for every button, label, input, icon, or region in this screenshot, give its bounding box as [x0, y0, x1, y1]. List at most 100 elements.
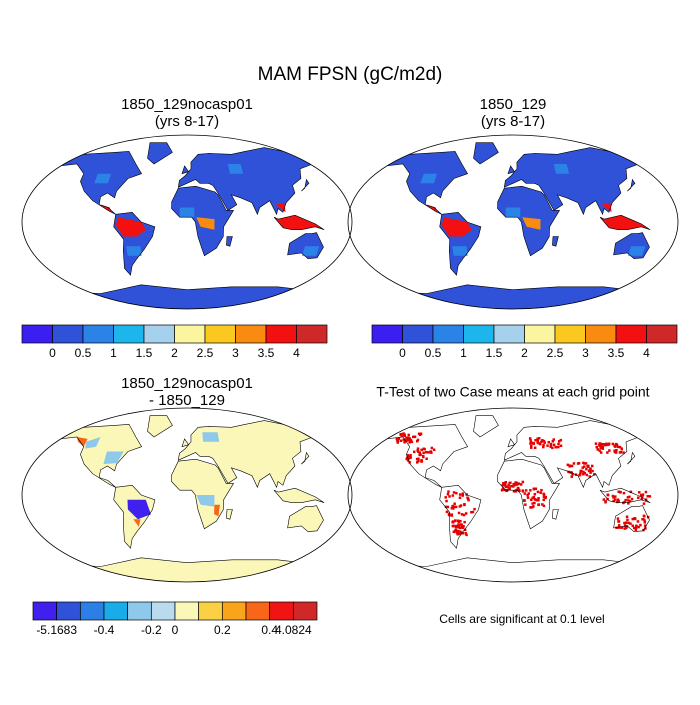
coastline	[226, 236, 233, 247]
significant-cell	[537, 503, 541, 506]
colorbar-label: 0	[172, 623, 179, 637]
significant-cell	[644, 527, 647, 530]
colorbar-box	[646, 324, 678, 344]
land	[55, 284, 319, 309]
significant-cell	[618, 445, 622, 449]
significant-cell	[606, 493, 610, 497]
significant-cell	[598, 449, 601, 452]
significant-cell	[623, 521, 626, 525]
land	[226, 509, 233, 520]
significant-cell	[537, 442, 540, 445]
significant-cell	[600, 444, 604, 447]
colorbar-box	[174, 324, 206, 344]
significant-cell	[540, 488, 543, 492]
significant-cell	[583, 465, 586, 468]
colorbar-label: 3	[232, 346, 239, 360]
significant-cell	[641, 495, 644, 498]
mid-region	[628, 246, 646, 256]
figure-title: MAM FPSN (gC/m2d)	[258, 64, 443, 85]
significant-cell	[459, 520, 462, 523]
coastline	[385, 151, 469, 215]
coastline	[226, 509, 233, 520]
coastline	[287, 505, 324, 533]
colorbar-label: 0.5	[425, 346, 442, 360]
land	[381, 557, 645, 582]
significant-cell	[634, 526, 638, 529]
colorbar-box	[554, 324, 586, 344]
significant-cell	[513, 483, 517, 487]
colorbar-label: 2.5	[547, 346, 564, 360]
significant-cell	[503, 482, 507, 485]
land	[552, 236, 559, 247]
colorbar-box	[174, 601, 200, 621]
significant-cell	[412, 435, 415, 439]
significant-cell	[646, 495, 649, 498]
significant-cell	[536, 490, 540, 494]
significant-cell	[643, 521, 647, 524]
significant-cell	[528, 437, 532, 440]
colorbar-box	[82, 324, 114, 344]
significant-cell	[530, 441, 533, 444]
colorbar-box	[204, 324, 236, 344]
significant-cell	[430, 451, 433, 454]
colorbar-box	[269, 601, 294, 621]
significant-cell	[585, 473, 589, 477]
significant-cell	[549, 442, 553, 446]
significant-cell	[514, 481, 517, 485]
colorbar-label: 3.5	[258, 346, 275, 360]
significant-cell	[509, 481, 512, 484]
significant-cell	[552, 443, 556, 447]
significant-cell	[454, 519, 457, 522]
significant-cell	[614, 451, 618, 454]
significant-cell	[397, 437, 401, 440]
coastline	[380, 284, 645, 309]
coastline	[385, 424, 469, 488]
land	[147, 142, 173, 164]
coastline	[507, 165, 516, 175]
map	[380, 142, 651, 309]
colorbar-label: 4	[293, 346, 300, 360]
colorbar-box	[143, 324, 175, 344]
land	[381, 284, 645, 309]
significant-cell	[451, 524, 455, 528]
colorbar-box	[371, 324, 403, 344]
colorbar-label: 0.5	[75, 346, 92, 360]
significant-cell	[406, 459, 410, 462]
significant-cell	[523, 492, 527, 495]
significant-cell	[530, 498, 533, 501]
significant-cell	[588, 475, 591, 478]
significant-cell	[407, 433, 410, 437]
significant-cell	[620, 447, 623, 450]
colorbar-label: 2.5	[197, 346, 214, 360]
significant-cell	[530, 444, 533, 448]
significant-cell	[417, 457, 420, 460]
significant-cell	[533, 446, 537, 449]
land	[627, 179, 635, 192]
land	[504, 420, 650, 488]
coastline	[599, 487, 651, 503]
significant-cell	[450, 507, 454, 510]
significant-cell	[453, 529, 457, 533]
significant-cell	[502, 488, 505, 491]
significant-cell	[464, 532, 467, 535]
colorbar-label: 3	[582, 346, 589, 360]
significant-cell	[558, 440, 561, 443]
significant-cell	[531, 502, 534, 505]
significant-cell	[536, 437, 539, 440]
land	[504, 147, 650, 215]
colorbar-box	[52, 324, 84, 344]
colorbar-label: 4.0824	[275, 623, 312, 637]
significant-cell	[403, 441, 406, 444]
significant-cell	[591, 464, 594, 468]
coastline	[439, 211, 482, 276]
coastline	[599, 214, 651, 230]
significant-cell	[507, 486, 510, 489]
significant-cell	[570, 471, 573, 474]
significant-cell	[464, 512, 468, 515]
significant-cell	[396, 439, 400, 443]
significant-cell	[626, 496, 630, 499]
significant-cell	[631, 524, 634, 527]
colorbar-box	[463, 324, 495, 344]
negative-region	[85, 437, 101, 449]
significant-cell	[594, 442, 598, 445]
